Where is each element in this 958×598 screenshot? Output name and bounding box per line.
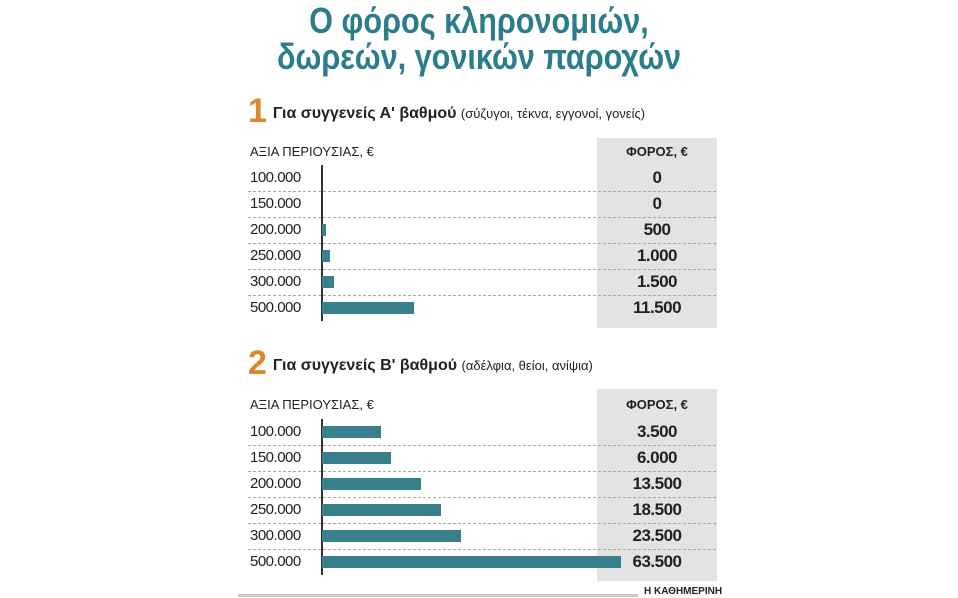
category-label: 200.000 [250,221,301,238]
value-label: 18.500 [632,500,683,519]
table-row: 250.000 1.000 [248,243,716,270]
section-heading: 1 Για συγγενείς Α' βαθμού (σύζυγοι, τέκνα… [248,92,645,131]
category-label: 100.000 [250,423,301,440]
value-label: 23.500 [632,526,683,545]
asset-value-header: ΑΞΙΑ ΠΕΡΙΟΥΣΙΑΣ, € [250,397,374,412]
bar [322,530,461,542]
value-label: 0 [652,168,662,187]
value-label: 1.500 [636,272,678,291]
section-number: 2 [248,344,267,382]
value-label: 13.500 [632,474,683,493]
bar [322,504,441,516]
category-label: 200.000 [250,475,301,492]
title-line-1: Ο φόρος κληρονομιών, [309,0,649,41]
bar [322,250,330,262]
category-label: 300.000 [250,273,301,290]
value-label: 0 [652,194,662,213]
table-row: 150.000 6.000 [248,445,716,472]
section-heading: 2 Για συγγενείς Β' βαθμού (αδέλφια, θείοι… [248,344,593,383]
table-row: 150.000 0 [248,191,716,218]
asset-value-header: ΑΞΙΑ ΠΕΡΙΟΥΣΙΑΣ, € [250,144,374,159]
category-label: 250.000 [250,247,301,264]
source-label: Η ΚΑΘΗΜΕΡΙΝΗ [644,586,723,597]
value-label: 6.000 [636,448,678,467]
section-title: Για συγγενείς Α' βαθμού [272,105,457,122]
category-label: 250.000 [250,501,301,518]
tax-column-bg [597,138,717,328]
category-label: 300.000 [250,527,301,544]
source-divider [238,594,638,597]
section-number: 1 [248,92,267,130]
value-label: 3.500 [636,422,678,441]
value-label: 63.500 [632,552,683,571]
bar [322,302,414,314]
value-label: 11.500 [632,298,682,317]
bar [322,452,391,464]
table-row: 100.000 3.500 [248,419,716,446]
tax-header: ΦΟΡΟΣ, € [626,144,688,159]
category-label: 150.000 [250,449,301,466]
table-row: 500.000 11.500 [248,295,716,321]
table-row: 200.000 13.500 [248,471,716,498]
title-line-2: δωρεών, γονικών παροχών [276,36,682,77]
table-row: 500.000 63.500 [248,549,716,575]
bar [322,426,381,438]
value-label: 1.000 [636,246,678,265]
table-row: 200.000 500 [248,217,716,244]
category-label: 500.000 [250,553,301,570]
bar [322,224,326,236]
bar [322,478,421,490]
table-row: 250.000 18.500 [248,497,716,524]
category-label: 100.000 [250,169,301,186]
category-label: 500.000 [250,299,301,316]
table-row: 100.000 0 [248,165,716,192]
value-label: 500 [643,220,671,239]
section-subtitle: (αδέλφια, θείοι, ανίψια) [461,358,593,373]
table-row: 300.000 23.500 [248,523,716,550]
tax-header: ΦΟΡΟΣ, € [626,397,688,412]
category-label: 150.000 [250,195,301,212]
section-title: Για συγγενείς Β' βαθμού [272,357,458,374]
bar [322,276,334,288]
section-subtitle: (σύζυγοι, τέκνα, εγγονοί, γονείς) [460,106,646,121]
table-row: 300.000 1.500 [248,269,716,296]
bar [322,556,621,568]
